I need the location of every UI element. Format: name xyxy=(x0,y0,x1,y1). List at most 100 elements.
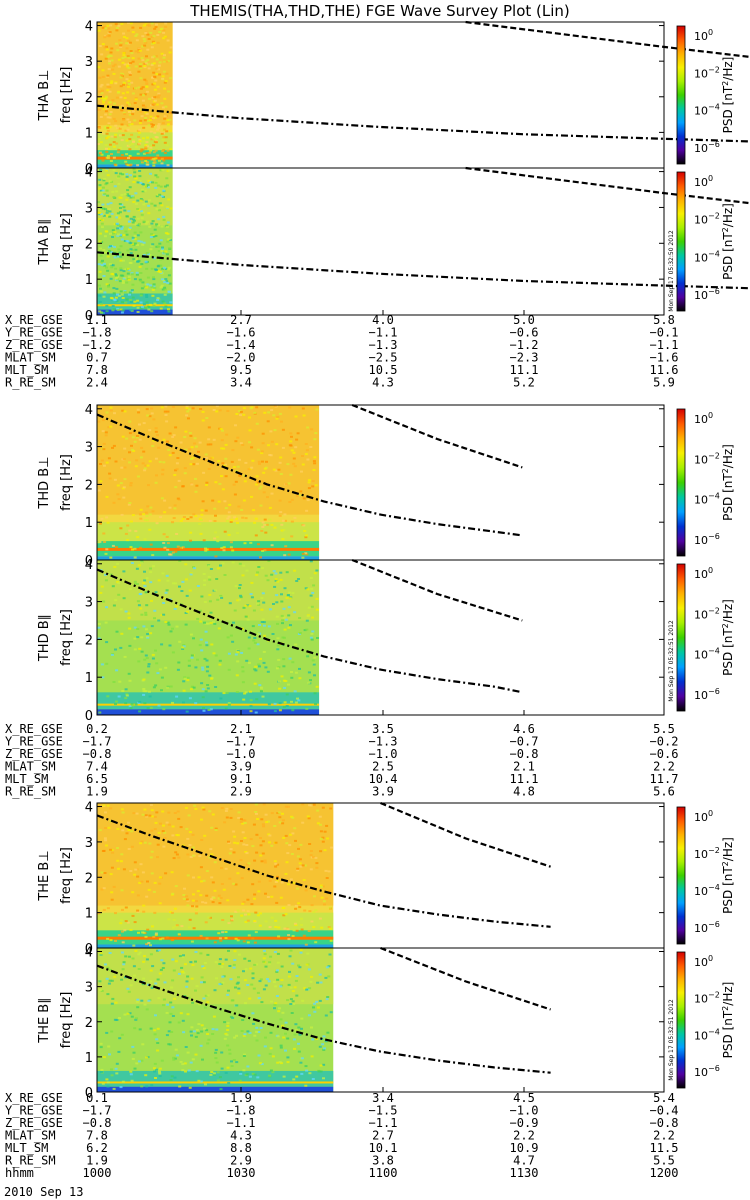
spectrogram-cell xyxy=(157,218,161,221)
spectrogram-cell xyxy=(244,913,247,916)
spectrogram-cell xyxy=(140,263,144,265)
spectrogram-cell xyxy=(149,248,153,251)
spectrogram-cell xyxy=(204,641,208,644)
spectrogram-cell xyxy=(151,653,155,656)
spectrogram-cell xyxy=(119,96,123,99)
spectrogram-cell xyxy=(249,967,253,970)
spectrogram-cell xyxy=(141,59,145,62)
spectrogram-cell xyxy=(179,826,183,829)
spectrogram-cell xyxy=(241,902,245,905)
spectrogram-cell xyxy=(261,460,264,463)
spectrogram-cell xyxy=(287,482,291,485)
spectrogram-cell xyxy=(272,603,275,605)
spectrogram-mid-band xyxy=(97,912,334,931)
spectrogram-cell xyxy=(126,91,130,94)
spectrogram-cell xyxy=(190,1034,193,1037)
spectrogram-cell xyxy=(159,968,163,971)
spectrogram-cell xyxy=(254,911,258,914)
ephemeris-value: 4.7 xyxy=(513,1154,535,1168)
spectrogram-cell xyxy=(100,261,104,264)
spectrogram-cell xyxy=(273,885,277,888)
spectrogram-cell xyxy=(143,538,147,541)
spectrogram-cell xyxy=(111,65,115,68)
spectrogram-cell xyxy=(225,519,229,522)
spectrogram-cell xyxy=(212,409,216,411)
spectrogram-cell xyxy=(165,420,169,423)
spectrogram-cell xyxy=(291,832,295,835)
spectrogram-cell xyxy=(142,960,146,963)
spectrogram-cell xyxy=(230,999,234,1002)
spectrogram-cell xyxy=(248,605,252,607)
spectrogram-cell xyxy=(133,171,137,174)
spectrogram-cell xyxy=(197,1079,201,1082)
spectrogram-cell xyxy=(274,926,278,928)
spectrogram-cell xyxy=(166,221,170,224)
spectrogram-cell xyxy=(145,85,149,88)
spectrogram-cell xyxy=(166,225,169,228)
colorbar-label: PSD [nT2/Hz] xyxy=(721,203,735,280)
spectrogram-cell xyxy=(209,621,213,624)
spectrogram-cell xyxy=(109,848,113,851)
spectrogram-cell xyxy=(248,997,252,1000)
spectrogram-cell xyxy=(161,937,165,940)
spectrogram-cell xyxy=(155,1068,158,1071)
y-tick-label: 1 xyxy=(85,516,93,531)
spectrogram-cell xyxy=(229,1015,233,1018)
spectrogram-cell xyxy=(151,63,155,65)
spectrogram-cell xyxy=(166,39,170,42)
spectrogram-cell xyxy=(214,829,218,831)
spectrogram-cell xyxy=(151,181,154,184)
spectrogram-cell xyxy=(172,582,175,585)
spectrogram-cell xyxy=(108,968,112,971)
spectrogram-cell xyxy=(307,606,311,609)
spectrogram-cell xyxy=(126,267,130,270)
spectrogram-cell xyxy=(169,111,173,114)
spectrogram-cell xyxy=(310,1055,314,1058)
spectrogram-cell xyxy=(99,85,103,88)
ephemeris-row-label: MLAT_SM xyxy=(5,760,56,774)
spectrogram-cell xyxy=(225,691,229,694)
spectrogram-cell xyxy=(288,970,291,973)
spectrogram-cell xyxy=(251,977,255,980)
spectrogram-cell xyxy=(143,105,147,108)
spectrogram-cell xyxy=(226,1024,230,1027)
ephemeris-value: 5.5 xyxy=(653,1154,675,1168)
spectrogram-cell xyxy=(134,465,138,468)
spectrogram-cell xyxy=(138,647,142,650)
panel-label: THE B∥ xyxy=(37,997,52,1043)
spectrogram-cell xyxy=(107,156,111,159)
ephemeris-value: 2.1 xyxy=(513,760,535,774)
spectrogram-cell xyxy=(298,966,302,969)
spectrogram-cell xyxy=(138,131,142,134)
spectrogram-cell xyxy=(267,703,271,706)
spectrogram-cell xyxy=(156,297,160,300)
spectrogram-cell xyxy=(145,294,149,296)
spectrogram-cell xyxy=(302,524,306,527)
spectrogram-cell xyxy=(136,628,140,630)
spectrogram-cell xyxy=(98,240,102,243)
spectrogram-cell xyxy=(324,976,328,979)
spectrogram-cell xyxy=(100,53,104,56)
spectrogram-cell xyxy=(142,38,146,40)
spectrogram-cell xyxy=(108,952,112,954)
ephemeris-value: 1.9 xyxy=(86,785,108,799)
spectrogram-cell xyxy=(113,412,116,415)
ephemeris-value: 4.3 xyxy=(372,376,394,390)
spectrogram-cell xyxy=(142,625,146,628)
spectrogram-cell xyxy=(155,58,159,61)
y-tick-label: 2 xyxy=(85,871,93,886)
spectrogram-cell xyxy=(130,562,134,564)
spectrogram-cell xyxy=(126,1012,130,1015)
spectrogram-cell xyxy=(136,600,140,603)
ephemeris-value: 1100 xyxy=(369,1166,398,1180)
spectrogram-cell xyxy=(275,417,279,420)
spectrogram-cell xyxy=(209,848,213,851)
spectrogram-cell xyxy=(162,998,166,1001)
spectrogram-cell xyxy=(277,926,281,929)
spectrogram-cell xyxy=(156,265,160,268)
spectrogram-cell xyxy=(264,666,268,669)
spectrogram-cell xyxy=(233,516,237,519)
spectrogram-cell xyxy=(119,85,123,88)
spectrogram-cell xyxy=(313,1002,317,1005)
spectrogram-cell xyxy=(146,928,150,931)
